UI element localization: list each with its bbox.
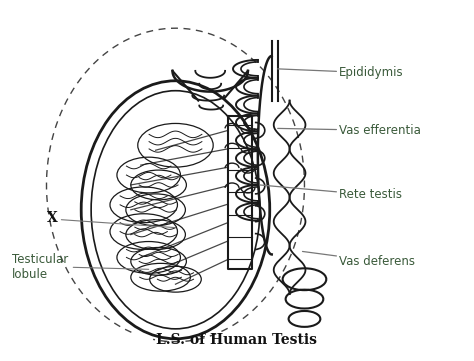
- Text: Vas efferentia: Vas efferentia: [278, 124, 421, 137]
- Text: Testicular
lobule: Testicular lobule: [12, 253, 68, 281]
- Text: Rete testis: Rete testis: [260, 185, 402, 201]
- Text: L.S. of Human Testis: L.S. of Human Testis: [156, 333, 318, 347]
- Text: X: X: [46, 211, 57, 225]
- Text: Epididymis: Epididymis: [278, 66, 404, 79]
- Text: Vas deferens: Vas deferens: [302, 252, 415, 268]
